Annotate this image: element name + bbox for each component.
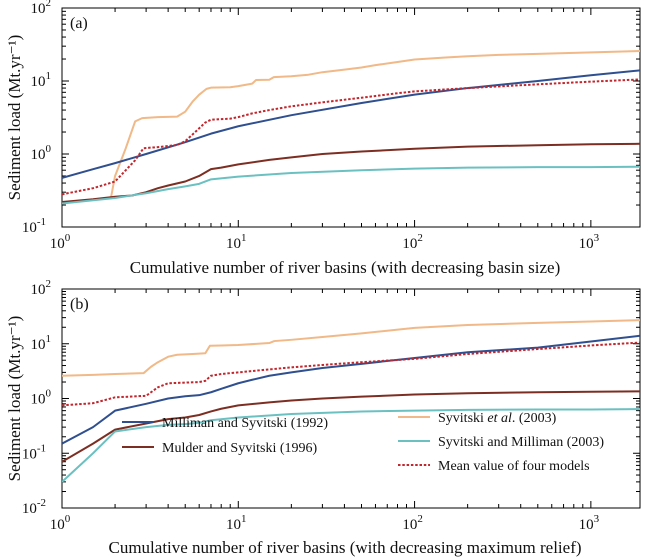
y-tick-label: 102 xyxy=(31,0,52,17)
legend-label-syvitski_milliman2003: Syvitski and Milliman (2003) xyxy=(438,435,604,450)
series-group xyxy=(62,49,640,205)
legend-label-mean: Mean value of four models xyxy=(438,459,590,474)
series-line-mean xyxy=(62,78,640,196)
y-tick-label: 100 xyxy=(31,388,52,408)
series-line-syvitski2003 xyxy=(62,319,640,377)
y-tick-label: 10-1 xyxy=(22,216,46,236)
y-tick-label: 100 xyxy=(31,143,52,163)
series-line-syvitski_milliman2003 xyxy=(62,408,640,483)
legend-label-mulder1996: Mulder and Syvitski (1996) xyxy=(162,441,317,456)
y-axis-label: Sediment load (Mt.yr⁻¹) xyxy=(5,35,24,201)
x-tick-label: 103 xyxy=(579,232,600,252)
series-line-milliman1992 xyxy=(62,69,640,179)
panel-label: (b) xyxy=(70,296,89,313)
panel-label: (a) xyxy=(70,15,88,32)
x-tick-label: 100 xyxy=(50,232,71,252)
x-tick-label: 103 xyxy=(579,513,600,533)
y-tick-label: 101 xyxy=(31,333,52,353)
panel-b: 100 101 102 103 10-2 10-1 100 101 102 (b) Cumulati… xyxy=(5,278,641,557)
y-tick-label: 10-2 xyxy=(22,497,46,517)
x-tick-label: 100 xyxy=(50,513,71,533)
plot-frame xyxy=(61,7,641,228)
x-tick-label: 101 xyxy=(226,513,247,533)
x-tick-label: 102 xyxy=(402,232,423,252)
y-tick-label: 101 xyxy=(31,70,52,90)
x-tick-label: 101 xyxy=(226,232,247,252)
x-axis-label: Cumulative number of river basins (with … xyxy=(130,258,561,277)
legend-label-milliman1992: Milliman and Syvitski (1992) xyxy=(162,416,328,431)
x-axis-label: Cumulative number of river basins (with … xyxy=(108,538,581,557)
y-tick-label: 10-1 xyxy=(22,442,46,462)
legend-label-syvitski2003: Syvitski et al. (2003) xyxy=(438,411,557,426)
y-tick-label: 102 xyxy=(31,278,52,298)
series-line-syvitski_milliman2003 xyxy=(62,165,640,205)
series-line-syvitski2003 xyxy=(110,49,640,197)
x-tick-label: 102 xyxy=(402,513,423,533)
series-line-milliman1992 xyxy=(62,334,640,445)
series-line-mulder1996 xyxy=(62,390,640,463)
series-group xyxy=(62,319,640,483)
series-line-mean xyxy=(62,341,640,407)
y-axis-label: Sediment load (Mt.yr⁻¹) xyxy=(5,316,24,482)
